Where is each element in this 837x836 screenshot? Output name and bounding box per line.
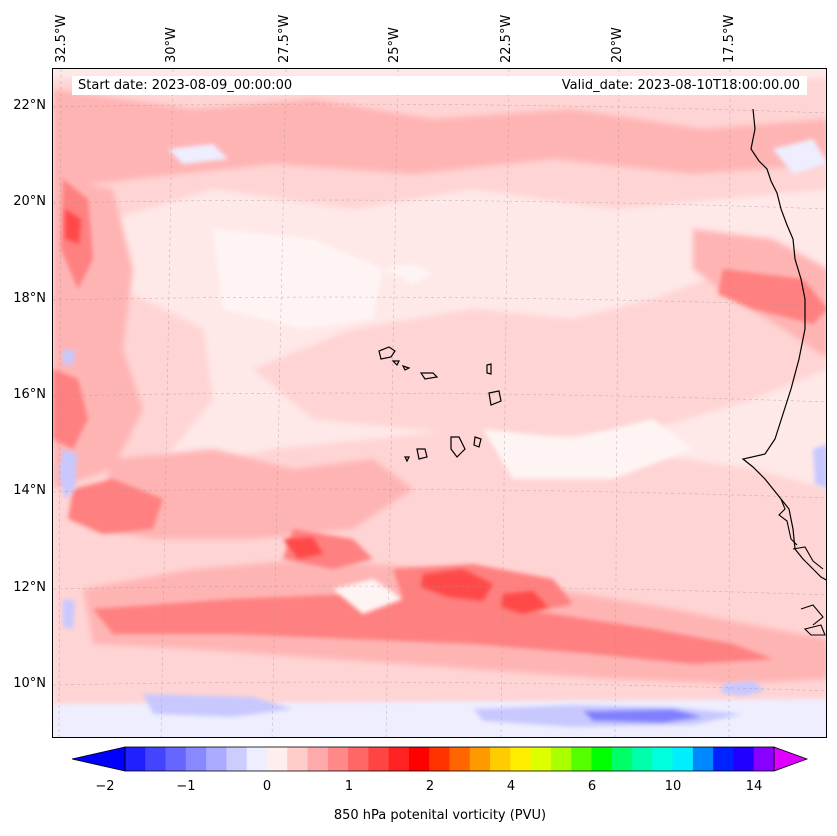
colorbar-cell: [692, 747, 714, 771]
colorbar-cell: [713, 747, 734, 771]
colorbar-tick: 10: [664, 779, 682, 794]
start-date-label: Start date: 2023-08-09_00:00:00: [78, 78, 293, 93]
colorbar-label: 850 hPa potenital vorticity (PVU): [333, 808, 547, 823]
lat-label: 14°N: [13, 483, 46, 498]
colorbar-cell: [145, 747, 167, 771]
colorbar-border: [124, 746, 775, 772]
negative-field-regions: [53, 139, 826, 737]
lon-label: 30°W: [164, 27, 179, 63]
colorbar-cell: [449, 747, 471, 771]
lon-label: 32.5°W: [54, 14, 69, 63]
colorbar-right-extend: [773, 746, 809, 772]
colorbar-cell: [226, 747, 248, 771]
colorbar-tick: 2: [425, 779, 435, 794]
colorbar-cell: [611, 747, 633, 771]
colorbar-cell: [368, 747, 390, 771]
colorbar-bar: [71, 746, 809, 772]
colorbar-cell: [490, 747, 511, 771]
colorbar-tick: 14: [745, 779, 763, 794]
lon-label: 27.5°W: [277, 14, 292, 63]
lat-label: 22°N: [13, 98, 46, 113]
colorbar-cell: [185, 747, 207, 771]
colorbar-cell: [408, 747, 430, 771]
coastline-detail: [778, 498, 826, 636]
lat-label: 16°N: [13, 387, 46, 402]
info-bar: [72, 76, 807, 95]
colorbar-cell: [388, 747, 410, 771]
lon-label: 25°W: [387, 27, 402, 63]
colorbar-tick: 1: [344, 779, 354, 794]
lat-label: 12°N: [13, 580, 46, 595]
colorbar-cell: [246, 747, 268, 771]
colorbar-cell: [672, 747, 694, 771]
colorbar-cell: [125, 747, 146, 771]
colorbar-cell: [530, 747, 552, 771]
valid-date-label: Valid_date: 2023-08-10T18:00:00.00: [561, 78, 800, 93]
colorbar-cell: [652, 747, 674, 771]
colorbar-left-extend: [71, 746, 126, 772]
colorbar-cell: [591, 747, 613, 771]
colorbar-cell: [266, 747, 288, 771]
lat-label: 10°N: [13, 676, 46, 691]
colorbar-cell: [165, 747, 187, 771]
white-patches: [213, 229, 693, 614]
lon-label: 22.5°W: [499, 14, 514, 63]
map-panel: [52, 68, 827, 738]
intense-field-regions: [65, 209, 548, 614]
colorbar-cell: [753, 747, 775, 771]
africa-coastline: [741, 108, 826, 581]
colorbar-cell: [550, 747, 572, 771]
colorbar-cell: [429, 747, 450, 771]
colorbar-cells: [125, 747, 775, 771]
colorbar-tick: 6: [587, 779, 597, 794]
lon-label: 20°W: [610, 27, 625, 63]
colorbar-cell: [632, 747, 653, 771]
colorbar-cell: [206, 747, 227, 771]
colorbar-cell: [287, 747, 309, 771]
lat-label: 20°N: [13, 194, 46, 209]
colorbar-cell: [510, 747, 532, 771]
pv-field-map: [53, 69, 826, 737]
colorbar-tick: 4: [506, 779, 516, 794]
colorbar-cell: [327, 747, 349, 771]
colorbar-tick: 0: [262, 779, 272, 794]
colorbar-tick: −2: [95, 779, 115, 794]
colorbar-cell: [307, 747, 329, 771]
lon-label: 17.5°W: [722, 14, 737, 63]
lat-label: 18°N: [13, 291, 46, 306]
colorbar-cell: [571, 747, 592, 771]
colorbar-cell: [733, 747, 755, 771]
colorbar-tick: −1: [176, 779, 196, 794]
colorbar-cell: [469, 747, 491, 771]
gridlines: [53, 69, 826, 737]
cape-verde-islands: [378, 346, 502, 463]
colorbar-cell: [348, 747, 369, 771]
